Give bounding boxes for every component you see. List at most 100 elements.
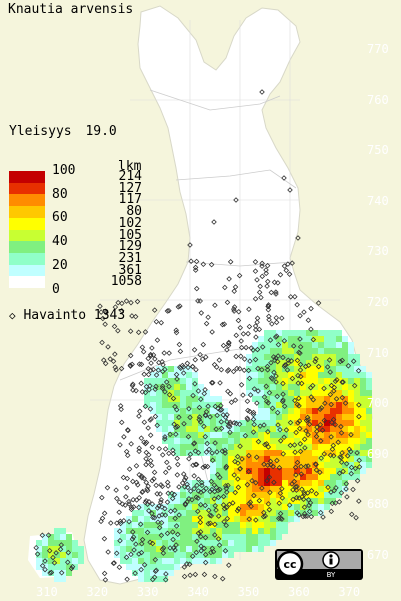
occupancy-cell xyxy=(234,516,240,522)
observation-marker xyxy=(228,399,235,406)
observation-marker xyxy=(313,491,320,497)
observation-marker xyxy=(218,366,225,373)
observation-marker xyxy=(214,412,220,419)
occupancy-cell xyxy=(360,402,366,408)
occupancy-cell xyxy=(168,426,174,432)
occupancy-cell xyxy=(330,486,336,492)
occupancy-cell xyxy=(204,426,210,432)
occupancy-cell xyxy=(294,360,300,366)
occupancy-cell xyxy=(192,384,198,390)
observation-marker xyxy=(57,546,64,553)
observation-marker xyxy=(266,506,273,513)
occupancy-cell xyxy=(366,444,372,450)
occupancy-cell xyxy=(222,474,228,480)
occupancy-cell xyxy=(156,402,162,408)
occupancy-cell xyxy=(36,546,42,552)
occupancy-cell xyxy=(204,396,210,402)
occupancy-cell xyxy=(360,408,366,414)
observation-marker xyxy=(207,488,213,495)
occupancy-cell xyxy=(258,456,264,462)
occupancy-cell xyxy=(216,498,222,504)
observation-marker xyxy=(224,299,231,306)
observation-marker xyxy=(313,433,320,440)
observation-marker xyxy=(138,541,145,547)
occupancy-cell xyxy=(186,516,192,522)
observation-marker xyxy=(250,416,257,423)
observation-marker xyxy=(276,500,282,507)
observation-marker xyxy=(145,355,151,362)
occupancy-cell xyxy=(276,450,282,456)
legend-count: 102 xyxy=(118,215,142,231)
occupancy-cell xyxy=(354,456,360,462)
occupancy-cell xyxy=(180,414,186,420)
observation-marker xyxy=(291,478,298,485)
observation-marker xyxy=(122,502,129,508)
occupancy-cell xyxy=(318,438,324,444)
occupancy-cell xyxy=(210,498,216,504)
occupancy-cell xyxy=(306,366,312,372)
occupancy-cell xyxy=(366,378,372,384)
observation-marker xyxy=(279,495,286,501)
occupancy-cell xyxy=(282,348,288,354)
occupancy-cell xyxy=(306,390,312,396)
observation-marker xyxy=(280,354,286,361)
observation-marker xyxy=(113,550,120,557)
observation-marker xyxy=(153,372,160,378)
observation-marker xyxy=(259,89,265,95)
observation-marker xyxy=(159,452,166,458)
occupancy-cell xyxy=(198,528,204,534)
observation-marker xyxy=(296,349,302,356)
occupancy-cell xyxy=(138,558,144,564)
occupancy-cell xyxy=(192,552,198,558)
observation-marker xyxy=(117,518,124,525)
observation-marker xyxy=(208,478,215,485)
occupancy-cell xyxy=(198,540,204,546)
observation-marker xyxy=(275,353,281,359)
occupancy-cell xyxy=(222,510,228,516)
occupancy-cell xyxy=(192,396,198,402)
observation-marker xyxy=(310,396,317,403)
occupancy-cell xyxy=(270,468,276,474)
occupancy-cell xyxy=(174,444,180,450)
observation-marker xyxy=(136,361,143,367)
occupancy-cell xyxy=(168,372,174,378)
occupancy-cell xyxy=(336,360,342,366)
observation-marker xyxy=(217,407,224,413)
observation-marker xyxy=(191,473,197,479)
occupancy-cell xyxy=(48,534,54,540)
occupancy-cell xyxy=(264,360,270,366)
observation-marker xyxy=(180,471,187,477)
observation-marker xyxy=(298,373,304,380)
observation-marker xyxy=(299,486,305,493)
occupancy-cell xyxy=(204,444,210,450)
occupancy-cell xyxy=(120,552,126,558)
observation-marker xyxy=(202,559,209,566)
observation-marker xyxy=(170,536,176,543)
occupancy-cell xyxy=(192,420,198,426)
occupancy-cell xyxy=(348,372,354,378)
observation-marker xyxy=(356,498,362,504)
occupancy-cell xyxy=(252,366,258,372)
observation-marker xyxy=(181,477,188,483)
observation-marker xyxy=(136,445,142,451)
occupancy-cell xyxy=(276,408,282,414)
observation-marker xyxy=(353,514,359,521)
observation-marker xyxy=(258,294,264,301)
occupancy-cell xyxy=(216,516,222,522)
occupancy-cell xyxy=(198,498,204,504)
observation-marker xyxy=(217,486,223,493)
y-axis-label: 760 xyxy=(367,92,389,107)
occupancy-cell xyxy=(312,510,318,516)
observation-marker xyxy=(295,395,302,402)
observation-marker xyxy=(317,406,323,412)
observation-marker xyxy=(242,432,249,439)
occupancy-cell xyxy=(336,408,342,414)
observation-marker xyxy=(152,557,159,563)
occupancy-cell xyxy=(150,534,156,540)
occupancy-cell xyxy=(198,438,204,444)
occupancy-cell xyxy=(366,402,372,408)
observation-marker xyxy=(164,308,171,314)
observation-marker xyxy=(102,308,109,315)
occupancy-cell xyxy=(276,402,282,408)
observation-marker xyxy=(128,441,134,447)
